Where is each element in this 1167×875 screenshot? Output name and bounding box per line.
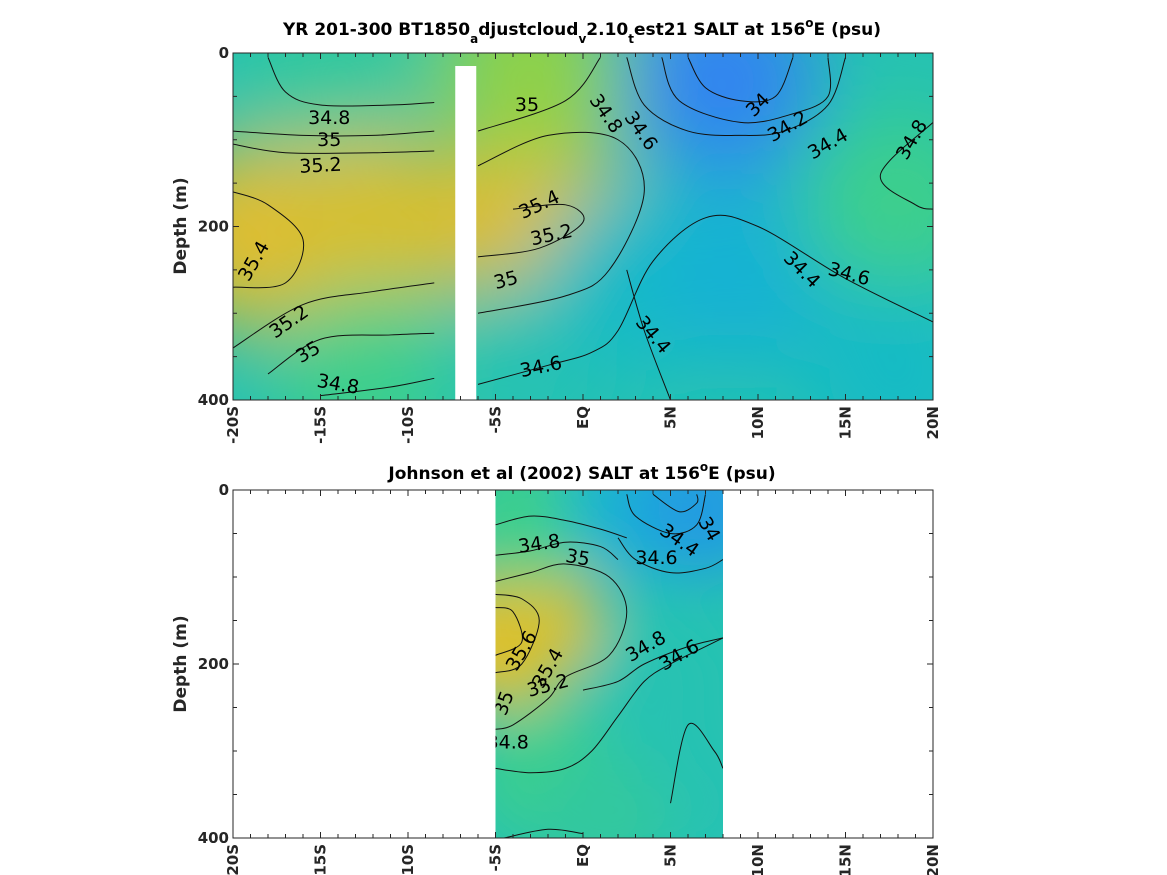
color-sample-1-4 [278,287,468,400]
contour-line-1-8 [477,57,601,132]
contour-line-1-16 [626,269,671,400]
bottom-chart-axes: -20S -15S -10S -5S EQ 5N 10N 15N 20N 0 200 400 [198,481,942,875]
contour-line-2-12 [670,722,723,804]
contour-line-2-9 [495,637,723,774]
contour-line-2-5 [495,606,523,656]
contour-line-2-1 [495,515,627,539]
contour-line-1-2 [233,130,435,137]
contour-line-1-1 [267,57,435,107]
contour-line-2-7 [652,493,699,513]
x-tick-label-1-2: -15S [312,406,330,444]
contour-line-1-7 [320,377,435,397]
contour-label-2-4: 34.6 [635,547,677,569]
y-tick-label-2-1: 0 [219,481,229,499]
contour-line-2-4 [495,593,540,674]
top-chart-field: 34.83535.235.435.23534.83535.435.23534.6… [233,53,933,400]
contour-label-1-8: 35 [515,94,539,116]
bottom-chart: Johnson et al (2002) SALT at 156oE (psu)… [171,460,942,875]
x-tick-label-2-4: -5S [487,844,505,871]
contour-line-1-15 [879,122,933,210]
contour-line-2-3 [495,563,628,730]
x-tick-label-1-3: -10S [399,406,417,444]
x-tick-label-2-8: 15N [837,844,855,875]
bottom-chart-title: Johnson et al (2002) SALT at 156oE (psu) [387,460,775,484]
y-tick-label-1-3: 400 [198,391,229,409]
contour-line-2-2 [495,541,619,561]
x-tick-label-1-5: EQ [574,406,592,429]
contour-label-2-2: 35 [564,545,592,571]
x-tick-label-1-9: 20N [924,406,942,439]
contour-line-1-4 [233,191,305,289]
contour-label-1-3: 35.2 [299,154,342,178]
x-tick-label-2-2: -15S [312,844,330,875]
contour-line-1-14 [687,57,794,103]
contour-line-2-8 [617,537,723,574]
y-tick-label-2-2: 200 [198,655,229,673]
color-sample-1-10 [645,174,836,365]
y-tick-label-1-2: 200 [198,218,229,236]
bottom-chart-ylabel: Depth (m) [171,615,191,712]
contour-line-1-13 [661,57,832,124]
bottom-chart-field: 34.835 34.434.63435.635.435.23534.834.634… [487,490,723,838]
top-chart-ylabel: Depth (m) [171,177,191,274]
x-tick-label-1-8: 15N [837,406,855,439]
y-tick-label-2-3: 400 [198,829,229,847]
x-tick-label-2-5: EQ [574,844,592,867]
x-tick-label-1-4: -5S [487,406,505,433]
contour-line-2-6 [626,494,706,535]
x-tick-label-1-7: 10N [749,406,767,439]
y-tick-label-1-1: 0 [219,44,229,62]
color-sample-2-9 [530,750,671,838]
contour-line-1-11 [477,214,933,385]
x-tick-label-1-6: 5N [662,406,680,429]
color-sample-1-12 [803,279,933,400]
x-tick-label-2-1: -20S [224,844,242,875]
contour-line-1-9 [477,131,645,314]
contour-label-1-2: 35 [317,129,341,151]
contour-line-1-10 [477,203,585,258]
contour-line-1-6 [267,332,435,375]
x-tick-label-2-7: 10N [749,844,767,875]
contour-line-2-10 [582,637,723,691]
x-tick-label-1-1: -20S [224,406,242,444]
contour-line-1-3 [233,143,435,154]
contour-label-1-1: 34.8 [308,107,350,129]
x-tick-label-2-3: -10S [399,844,417,875]
top-chart-axes: -20S -15S -10S -5S EQ 5N 10N 15N 20N 0 200 400 [198,44,942,444]
contour-line-1-12 [626,57,846,136]
contour-label-2-9: 35 [490,688,519,718]
x-tick-label-2-9: 20N [924,844,942,875]
top-chart-data-gap [455,66,477,401]
color-sample-1-9 [628,53,818,174]
color-sample-1-11 [803,114,933,305]
top-chart: YR 201-300 BT1850adjustcloudv2.10test21 … [171,16,942,444]
contour-line-1-5 [233,282,435,349]
color-sample-1-6 [435,53,626,166]
contour-line-2-11 [504,828,584,838]
top-chart-title: YR 201-300 BT1850adjustcloudv2.10test21 … [282,16,881,46]
x-tick-label-2-6: 5N [662,844,680,867]
color-sample-1-3 [278,131,468,322]
contour-label-2-12: 34.8 [487,731,529,753]
